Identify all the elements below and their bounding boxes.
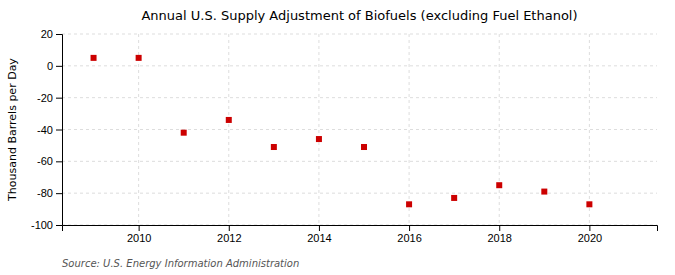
x-grid-line [589, 34, 590, 225]
y-axis: -100 -80 -60 -40 -20 0 20 [31, 28, 63, 231]
y-grid-line [62, 65, 657, 66]
y-tick-mark [56, 130, 62, 131]
points [91, 55, 593, 207]
y-tick-mark [56, 161, 62, 162]
x-grid-line [409, 34, 410, 225]
x-tick-label: 2020 [578, 232, 602, 244]
y-tick-label: -100 [31, 219, 53, 231]
y-grid-line [62, 34, 657, 35]
x-grid-line [228, 34, 229, 225]
x-tick-mark [139, 225, 140, 231]
y-grid-line [62, 161, 657, 162]
chart-svg: 2010 2012 2014 2016 2018 2020 -100 -80 -60 -40 -20… [0, 0, 675, 275]
point [541, 189, 547, 195]
y-tick-mark [56, 34, 62, 35]
point [271, 144, 277, 150]
point [406, 201, 412, 207]
point [136, 55, 142, 61]
x-tick-mark [499, 225, 500, 231]
title: Annual U.S. Supply Adjustment of Biofuel… [141, 8, 577, 23]
y-tick-label: -40 [37, 124, 53, 136]
source-note: Source: U.S. Energy Information Administ… [62, 258, 299, 269]
y-grid-line [62, 193, 657, 194]
point [91, 55, 97, 61]
x-tick-mark [229, 225, 230, 231]
x-tick-label: 2016 [397, 232, 421, 244]
x-tick-label: 2012 [217, 232, 241, 244]
x-axis: 2010 2012 2014 2016 2018 2020 [63, 225, 658, 244]
y-tick-mark [56, 66, 62, 67]
x-grid-line [318, 34, 319, 225]
point [316, 136, 322, 142]
y-tick-label: -60 [37, 155, 53, 167]
x-tick-mark [409, 225, 410, 231]
y-tick-label: -80 [37, 187, 53, 199]
y-axis-title: Thousand Barrels per Day [6, 58, 19, 202]
x-tick-mark [589, 225, 590, 231]
y-tick-label: -20 [37, 92, 53, 104]
x-tick-label: 2018 [487, 232, 511, 244]
point [181, 130, 187, 136]
point [451, 195, 457, 201]
y-tick-mark [56, 193, 62, 194]
x-tick-mark [319, 225, 320, 231]
y-grid-line [62, 129, 657, 130]
point [586, 201, 592, 207]
plot-area: 2010 2012 2014 2016 2018 2020 -100 -80 -60 -40 -20… [31, 28, 658, 244]
x-grid-line [138, 34, 139, 225]
y-tick: 20 [41, 28, 62, 40]
chart-container: 2010 2012 2014 2016 2018 2020 -100 -80 -60 -40 -20… [0, 0, 675, 275]
y-tick: -20 [37, 92, 62, 104]
y-tick-mark [56, 225, 62, 226]
x-grid-line [499, 34, 500, 225]
point [226, 117, 232, 123]
point [361, 144, 367, 150]
y-tick: -40 [37, 124, 62, 136]
x-tick-label: 2010 [127, 232, 151, 244]
y-tick-mark [56, 98, 62, 99]
y-tick: 0 [47, 60, 62, 72]
x-tick: 2014 [307, 225, 331, 244]
grid [62, 34, 657, 225]
point [496, 182, 502, 188]
x-tick: 2010 [127, 225, 151, 244]
x-axis-line [63, 226, 658, 232]
y-tick-label: 0 [47, 60, 53, 72]
y-axis-line [56, 35, 63, 226]
x-tick: 2012 [217, 225, 241, 244]
x-tick: 2018 [487, 225, 511, 244]
y-tick: -80 [37, 187, 62, 199]
y-tick: -60 [37, 155, 62, 167]
x-tick-label: 2014 [307, 232, 331, 244]
y-grid-line [62, 97, 657, 98]
y-tick: -100 [31, 219, 62, 231]
x-tick: 2020 [578, 225, 602, 244]
x-tick: 2016 [397, 225, 421, 244]
y-tick-label: 20 [41, 28, 53, 40]
